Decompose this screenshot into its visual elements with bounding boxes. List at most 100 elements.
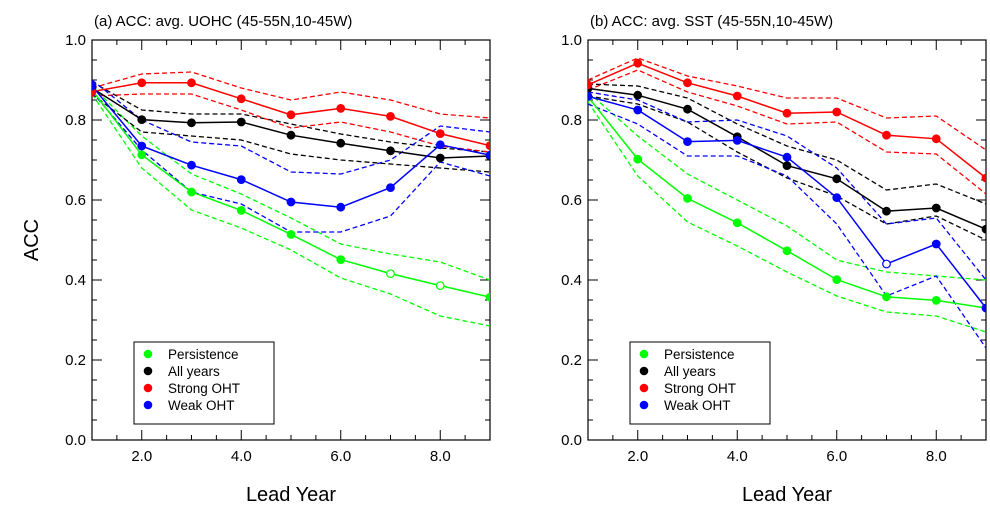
x-tick-label: 6.0 xyxy=(826,448,847,465)
x-axis-title: Lead Year xyxy=(742,484,832,506)
strong-oht-point xyxy=(588,80,593,90)
weak-oht-upper-bound xyxy=(92,79,490,175)
y-tick-label: 0.6 xyxy=(65,192,86,209)
all-years-point xyxy=(286,130,296,140)
weak-oht-point xyxy=(336,202,346,212)
persistence-point xyxy=(187,187,196,197)
y-tick-label: 0.8 xyxy=(561,112,582,129)
weak-oht-point xyxy=(981,303,986,313)
strong-oht-upper-bound xyxy=(92,71,490,119)
strong-oht-point xyxy=(981,173,986,183)
legend-marker xyxy=(143,366,153,376)
persistence-line xyxy=(92,89,490,298)
persistence-point xyxy=(882,292,891,302)
strong-oht-upper-bound xyxy=(588,57,986,151)
legend-label: Weak OHT xyxy=(664,398,731,413)
weak-oht-point xyxy=(485,150,490,160)
weak-oht-point xyxy=(782,152,792,162)
persistence-line xyxy=(588,96,986,309)
legend-marker xyxy=(143,400,153,410)
x-tick-label: 4.0 xyxy=(727,448,748,465)
all-years-point xyxy=(435,153,445,163)
strong-oht-point xyxy=(633,58,643,68)
all-years-point xyxy=(832,174,842,184)
persistence-point xyxy=(732,218,742,228)
persistence-point xyxy=(931,296,941,305)
legend-label: All years xyxy=(168,364,220,379)
all-years-point xyxy=(336,138,346,148)
strong-oht-lower-bound xyxy=(92,93,490,153)
x-tick-label: 2.0 xyxy=(627,448,648,465)
strong-oht-lower-bound xyxy=(588,69,986,195)
legend-label: Persistence xyxy=(664,347,735,362)
weak-oht-point xyxy=(386,183,395,193)
panel-b: (b) ACC: avg. SST (45-55N,10-45W) 0.0 0.2 0… xyxy=(561,13,987,506)
x-tick-label: 8.0 xyxy=(926,448,947,465)
legend-marker xyxy=(143,349,153,359)
legend-marker xyxy=(143,383,153,393)
strong-oht-point xyxy=(683,78,692,88)
all-years-point xyxy=(236,117,246,127)
legend-label: Persistence xyxy=(168,347,239,362)
persistence-point xyxy=(485,292,490,302)
strong-oht-point xyxy=(137,78,147,88)
strong-oht-point xyxy=(485,141,490,150)
weak-oht-point xyxy=(588,92,593,101)
all-years-point xyxy=(633,90,643,100)
all-years-point xyxy=(386,146,395,156)
persistence-point xyxy=(286,229,296,239)
persistence-upper-bound xyxy=(588,91,986,281)
legend-marker xyxy=(639,400,649,410)
strong-oht-point xyxy=(435,129,445,139)
legend-label: Strong OHT xyxy=(168,381,240,396)
persistence-point xyxy=(782,246,792,256)
weak-oht-point xyxy=(732,135,742,145)
y-tick-label: 0.0 xyxy=(561,432,582,449)
strong-oht-point xyxy=(882,130,891,140)
all-years-point xyxy=(782,161,792,171)
y-tick-label: 0.2 xyxy=(65,352,86,369)
plot-area xyxy=(92,71,490,327)
weak-oht-point xyxy=(683,137,692,147)
persistence-point xyxy=(386,269,395,279)
legend-marker xyxy=(639,366,649,376)
strong-oht-point xyxy=(732,91,742,101)
persistence-point xyxy=(832,275,842,285)
legend-label: Strong OHT xyxy=(664,381,736,396)
y-tick-label: 1.0 xyxy=(561,32,582,49)
y-tick-label: 0.4 xyxy=(65,272,86,289)
all-years-lower-bound xyxy=(92,93,490,173)
panel-a: (a) ACC: avg. UOHC (45-55N,10-45W) 0.0 0.2… xyxy=(21,13,491,506)
x-axis-title: Lead Year xyxy=(246,484,336,506)
persistence-point xyxy=(435,281,445,291)
all-years-point xyxy=(683,104,692,114)
legend-label: Weak OHT xyxy=(168,398,235,413)
y-tick-label: 0.6 xyxy=(561,192,582,209)
strong-oht-point xyxy=(782,108,792,118)
y-tick-label: 0.4 xyxy=(561,272,582,289)
legend-box xyxy=(133,341,275,425)
legend-marker xyxy=(639,349,649,359)
y-tick-label: 0.8 xyxy=(65,112,86,129)
x-tick-label: 2.0 xyxy=(131,448,152,465)
weak-oht-line xyxy=(588,95,986,309)
persistence-point xyxy=(236,205,246,215)
panel-title: (a) ACC: avg. UOHC (45-55N,10-45W) xyxy=(94,13,352,30)
legend-box xyxy=(629,341,771,425)
plot-area xyxy=(588,57,986,349)
y-tick-label: 0.0 xyxy=(65,432,86,449)
weak-oht-point xyxy=(435,140,445,150)
x-tick-label: 8.0 xyxy=(430,448,451,465)
persistence-point xyxy=(336,255,346,265)
x-tick-label: 4.0 xyxy=(231,448,252,465)
all-years-point xyxy=(981,224,986,234)
persistence-lower-bound xyxy=(92,93,490,327)
all-years-line xyxy=(92,87,490,159)
weak-oht-lower-bound xyxy=(588,103,986,349)
strong-oht-point xyxy=(236,94,246,104)
y-tick-label: 0.2 xyxy=(561,352,582,369)
strong-oht-point xyxy=(386,111,395,121)
persistence-point xyxy=(683,193,692,203)
weak-oht-point xyxy=(187,160,196,170)
